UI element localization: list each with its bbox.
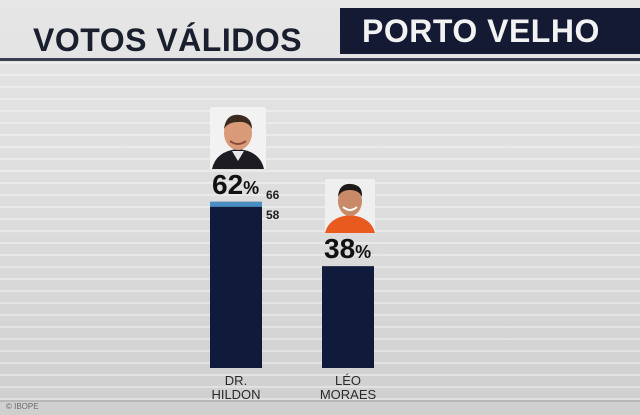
percentage-value: 62 [212, 168, 244, 200]
margin-high-hildon: 66 [266, 187, 280, 202]
percentage-sign: % [355, 242, 372, 263]
margin-low-hildon: 58 [266, 207, 280, 222]
margin-band-hildon [210, 201, 262, 207]
city-title: PORTO VELHO [362, 12, 600, 49]
footer-divider [0, 400, 640, 402]
candidate-photo-leo [325, 179, 375, 238]
label-line2: MORAES [319, 387, 377, 402]
source-credit: © IBOPE [6, 402, 39, 411]
category-label-leo: LÉO MORAES [308, 374, 388, 402]
label-line1: DR. [224, 373, 248, 388]
category-label-hildon: DR. HILDON [196, 374, 276, 402]
percentage-hildon: 62% [212, 169, 259, 201]
candidate-photo-hildon [210, 106, 266, 174]
percentage-value: 38 [324, 233, 356, 265]
percentage-leo: 38% [324, 233, 371, 265]
percentage-sign: % [243, 177, 260, 198]
bar-hildon [210, 201, 262, 368]
city-title-box: PORTO VELHO [340, 8, 640, 54]
chart-title: VOTOS VÁLIDOS [33, 22, 303, 58]
header-divider [0, 58, 640, 61]
label-line1: LÉO [334, 373, 361, 388]
label-line2: HILDON [211, 387, 261, 402]
bar-leo [322, 266, 374, 368]
